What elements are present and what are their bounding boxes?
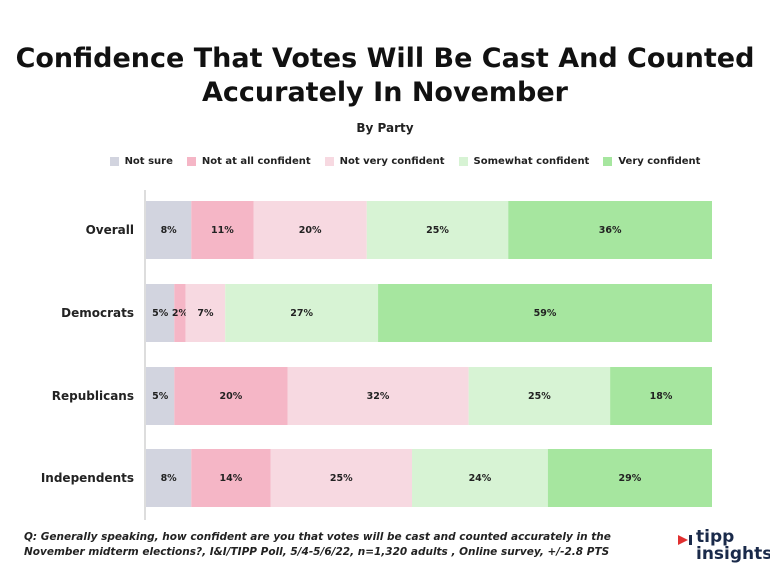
data-label: 36% [599, 225, 622, 236]
data-label: 32% [367, 391, 390, 402]
stacked-bar-chart: Overall 8% 11% 20% 25% 36%Democrats 5% 2% 7% 27% 5… [41, 190, 712, 520]
legend-label: Not sure [124, 156, 173, 167]
data-label: 24% [469, 473, 492, 484]
legend-swatch [109, 157, 119, 166]
data-label: 7% [197, 308, 214, 319]
bar-segment-not-at-all [191, 201, 254, 259]
legend-item-somewhat: Somewhat confident [458, 156, 590, 167]
legend-swatch [324, 157, 334, 166]
category-label: Democrats [61, 306, 134, 320]
legend-item-not-sure: Not sure [109, 156, 173, 167]
data-label: 8% [161, 473, 178, 484]
footnote-line-1: Q: Generally speaking, how confident are… [24, 531, 611, 543]
chart-legend: Not sure Not at all confident Not very con… [0, 156, 770, 167]
category-label: Republicans [52, 389, 134, 403]
bar-segment-not-at-all [174, 367, 288, 425]
logo-text-tipp: tipp [696, 527, 735, 547]
bar-segment-somewhat [225, 284, 379, 342]
logo-text-insights: insights [696, 544, 770, 564]
bar-segment-very [610, 367, 712, 425]
bar-segment-very [508, 201, 712, 259]
data-label: 8% [161, 225, 178, 236]
data-label: 25% [528, 391, 551, 402]
legend-item-not-at-all: Not at all confident [186, 156, 311, 167]
data-label: 59% [534, 308, 557, 319]
data-label: 5% [152, 391, 169, 402]
bar-segment-not-very [270, 449, 413, 507]
data-label: 29% [619, 473, 642, 484]
legend-item-very: Very confident [603, 156, 700, 167]
legend-label: Not very confident [339, 156, 445, 167]
bar-segment-not-sure [146, 284, 175, 342]
data-label: 27% [290, 308, 313, 319]
data-label: 20% [220, 391, 243, 402]
bar-segment-very [547, 449, 712, 507]
data-label: 11% [211, 225, 234, 236]
chart-subtitle: By Party [356, 121, 414, 135]
chart-title: Confidence That Votes Will Be Cast And C… [0, 42, 770, 110]
chart-title-line-2: Accurately In November [202, 77, 568, 108]
data-label: 14% [220, 473, 243, 484]
legend-swatch [186, 157, 196, 166]
bar-segment-somewhat [412, 449, 548, 507]
legend-label: Somewhat confident [473, 156, 590, 167]
bar-segment-not-at-all [191, 449, 271, 507]
data-label: 25% [330, 473, 353, 484]
legend-label: Very confident [618, 156, 701, 167]
data-label: 5% [152, 308, 169, 319]
bar-segment-not-very [253, 201, 367, 259]
bar-segment-not-sure [146, 201, 192, 259]
bar-segment-not-very [185, 284, 226, 342]
logo-mark-icon [678, 535, 692, 545]
legend-label: Not at all confident [201, 156, 311, 167]
legend-swatch [458, 157, 468, 166]
data-label: 20% [299, 225, 322, 236]
bar-segment-not-very [287, 367, 469, 425]
bar-segment-somewhat [468, 367, 611, 425]
bar-segment-very [378, 284, 712, 342]
footnote-line-2: November midterm elections?, I&I/TIPP Po… [24, 546, 610, 558]
bar-segment-somewhat [366, 201, 509, 259]
data-label: 25% [426, 225, 449, 236]
legend-swatch [603, 157, 613, 166]
bar-segment-not-at-all [174, 284, 186, 342]
legend-item-not-very: Not very confident [324, 156, 445, 167]
data-label: 2% [172, 308, 189, 319]
bar-segment-not-sure [146, 449, 192, 507]
chart-title-line-1: Confidence That Votes Will Be Cast And C… [15, 43, 755, 74]
bar-segment-not-sure [146, 367, 175, 425]
tipp-insights-logo: tipp insights [672, 527, 770, 571]
category-label: Independents [41, 471, 134, 485]
data-label: 18% [650, 391, 673, 402]
category-label: Overall [86, 223, 134, 237]
footnote: Q: Generally speaking, how confident are… [24, 530, 624, 560]
